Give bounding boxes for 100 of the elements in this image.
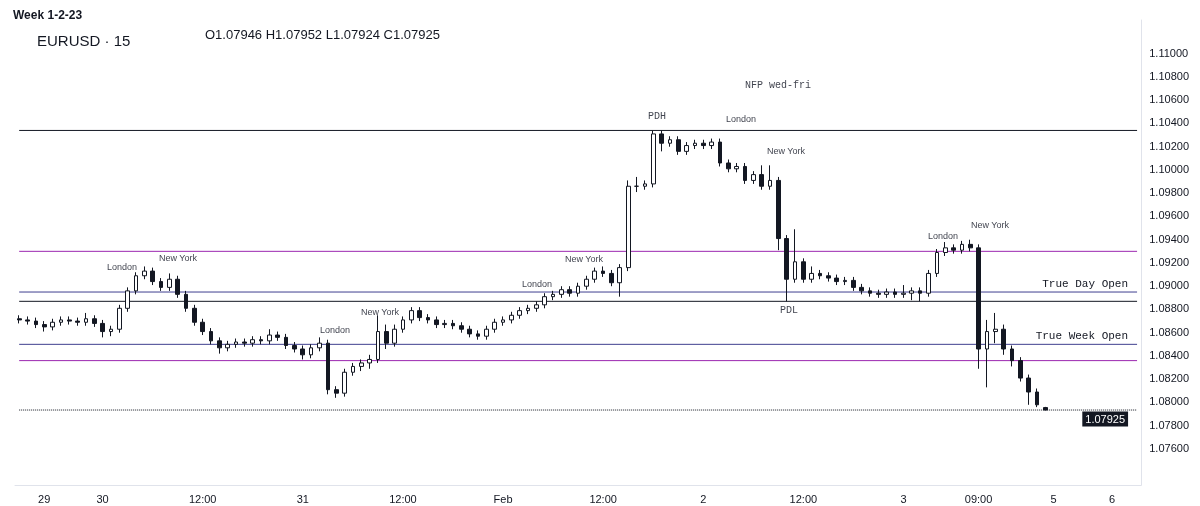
y-tick-label: 1.11000 — [1149, 46, 1189, 59]
candlestick — [868, 286, 872, 298]
candlestick — [317, 336, 322, 352]
candlestick — [709, 138, 714, 150]
candlestick — [643, 179, 647, 191]
y-tick-label: 1.09600 — [1149, 209, 1189, 222]
candlestick — [884, 288, 889, 299]
candlestick — [793, 228, 797, 284]
annotation: London — [928, 230, 959, 241]
candlestick — [426, 313, 430, 324]
candlestick — [117, 304, 122, 334]
candlestick — [676, 135, 681, 156]
candlestick — [617, 263, 622, 298]
candlestick — [592, 267, 597, 284]
candlestick — [42, 320, 47, 333]
annotation: London — [522, 278, 553, 289]
candlestick — [159, 277, 163, 292]
y-tick-label: 1.10400 — [1149, 116, 1189, 129]
candlestick — [843, 276, 847, 286]
candlestick — [1010, 345, 1014, 367]
candlestick — [17, 314, 22, 324]
candlestick — [75, 317, 80, 327]
candlestick — [517, 306, 522, 320]
candlestick — [167, 272, 172, 292]
candlestick — [175, 275, 180, 299]
candlestick — [768, 164, 772, 191]
x-tick-label: 12:00 — [389, 492, 417, 505]
candlestick — [893, 288, 897, 299]
x-tick-label: 09:00 — [964, 492, 993, 505]
candlestick — [759, 164, 764, 191]
candlestick — [84, 312, 88, 327]
candlestick — [859, 283, 864, 295]
candlestick — [434, 315, 439, 329]
ref-line-label: True Week Open — [1035, 330, 1129, 343]
candlestick — [392, 324, 397, 348]
candlestick — [300, 345, 305, 360]
candlestick — [150, 267, 155, 286]
candlestick — [284, 333, 288, 350]
candlestick — [351, 362, 355, 377]
candlestick — [1026, 374, 1031, 406]
candlestick — [751, 170, 756, 185]
candlestick — [718, 138, 722, 167]
candlestick — [200, 318, 205, 336]
candlestick — [876, 289, 881, 299]
candlestick — [367, 354, 372, 370]
candlestick — [818, 269, 822, 280]
candlestick — [826, 271, 831, 283]
candlestick — [217, 336, 222, 355]
x-tick-label: 3 — [900, 492, 907, 505]
candlestick — [526, 304, 530, 315]
y-tick-label: 1.10000 — [1149, 162, 1189, 175]
y-tick-label: 1.08400 — [1149, 348, 1189, 361]
y-tick-label: 1.10800 — [1149, 69, 1189, 82]
ref-line-label: True Day Open — [1042, 278, 1129, 291]
candlestick — [250, 335, 255, 348]
candlestick — [309, 343, 313, 359]
x-tick-label: Feb — [493, 492, 513, 505]
candlestick — [509, 311, 514, 324]
candlestick — [384, 324, 389, 350]
candlestick — [100, 319, 105, 338]
candlestick — [668, 135, 672, 148]
annotation: New York — [971, 219, 1010, 230]
candlestick — [743, 162, 747, 185]
candlestick — [476, 329, 480, 341]
candlestick — [734, 162, 739, 173]
annotation: O1.07946 H1.07952 L1.07924 C1.07925 — [205, 27, 440, 42]
candlestick — [451, 319, 455, 330]
candlestick — [326, 339, 330, 395]
y-tick-label: 1.08600 — [1149, 325, 1189, 338]
candlestick — [1035, 388, 1039, 408]
y-tick-label: 1.09000 — [1149, 279, 1189, 292]
candlestick — [342, 368, 347, 398]
annotation: New York — [361, 306, 400, 317]
annotation: NFP wed-fri — [745, 79, 812, 91]
candlestick — [776, 176, 781, 251]
candlestick — [576, 282, 580, 298]
candlestick — [601, 265, 605, 278]
candlestick — [467, 325, 472, 338]
x-tick-label: 12:00 — [188, 492, 217, 505]
candlestick — [559, 285, 564, 299]
candlestick — [192, 304, 197, 327]
candlestick — [634, 176, 639, 193]
candlestick — [501, 315, 505, 327]
candlestick — [209, 327, 213, 345]
candlestick — [567, 285, 572, 298]
annotation: London — [320, 324, 351, 335]
annotation: London — [107, 261, 138, 272]
candlestick — [851, 276, 856, 292]
y-tick-label: 1.09200 — [1149, 255, 1189, 268]
x-tick-label: 12:00 — [589, 492, 617, 505]
y-tick-label: 1.07600 — [1149, 441, 1189, 454]
candlestick — [609, 269, 614, 287]
y-tick-label: 1.09400 — [1149, 232, 1189, 245]
y-tick-label: 1.08200 — [1149, 372, 1189, 385]
candlestick — [259, 335, 263, 345]
x-tick-label: 30 — [96, 492, 109, 505]
chart-title: Week 1-2-23 — [13, 8, 83, 22]
candlestick — [25, 315, 30, 326]
annotation: London — [726, 113, 757, 124]
candlestick — [142, 265, 147, 280]
